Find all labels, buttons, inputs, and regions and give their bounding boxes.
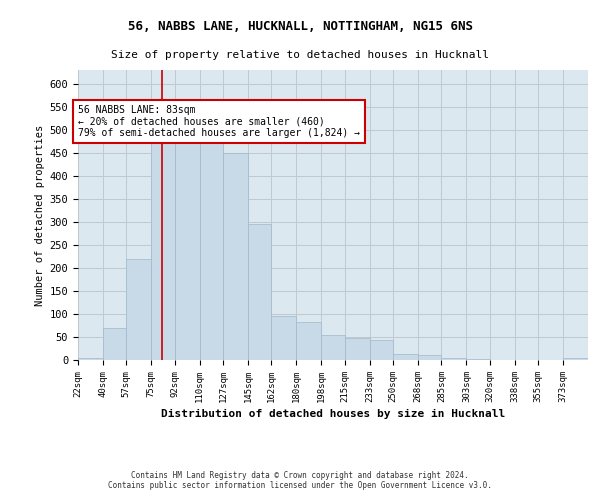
Bar	[78, 358, 103, 360]
Bar	[127, 258, 151, 360]
Bar	[248, 224, 271, 360]
Bar	[370, 340, 393, 360]
Bar	[103, 328, 127, 360]
Bar	[200, 139, 223, 360]
Text: 56 NABBS LANE: 83sqm
← 20% of detached houses are smaller (460)
79% of semi-deta: 56 NABBS LANE: 83sqm ← 20% of detached h…	[78, 104, 360, 138]
Bar	[466, 358, 490, 360]
Y-axis label: Number of detached properties: Number of detached properties	[35, 124, 46, 306]
Bar	[442, 358, 466, 360]
Bar	[296, 322, 321, 360]
Text: Size of property relative to detached houses in Hucknall: Size of property relative to detached ho…	[111, 50, 489, 60]
Bar	[321, 335, 345, 360]
Bar	[345, 338, 370, 360]
Bar	[271, 316, 296, 360]
Bar	[563, 358, 588, 360]
Bar	[223, 153, 248, 360]
Text: Contains HM Land Registry data © Crown copyright and database right 2024.
Contai: Contains HM Land Registry data © Crown c…	[108, 470, 492, 490]
X-axis label: Distribution of detached houses by size in Hucknall: Distribution of detached houses by size …	[161, 409, 505, 419]
Bar	[151, 142, 175, 360]
Bar	[418, 356, 442, 360]
Bar	[175, 140, 200, 360]
Bar	[393, 354, 418, 360]
Text: 56, NABBS LANE, HUCKNALL, NOTTINGHAM, NG15 6NS: 56, NABBS LANE, HUCKNALL, NOTTINGHAM, NG…	[128, 20, 473, 33]
